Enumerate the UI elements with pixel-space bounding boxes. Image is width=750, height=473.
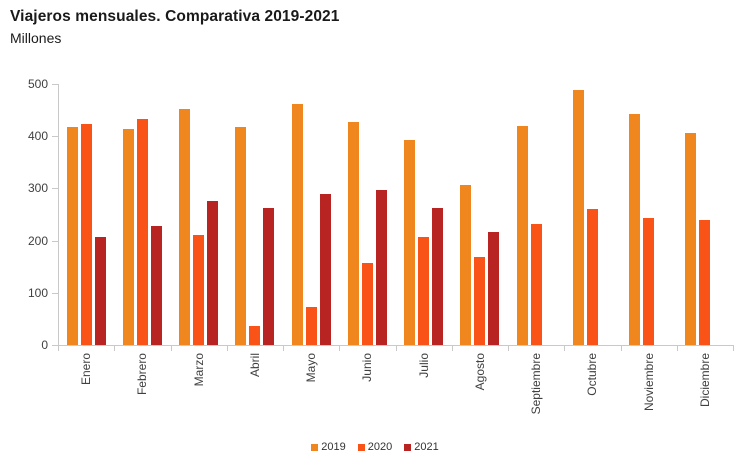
y-tick-mark xyxy=(52,188,58,190)
y-tick-mark xyxy=(52,345,58,346)
bar-2021-mayo xyxy=(319,194,331,345)
y-tick-label: 500 xyxy=(27,77,48,91)
bar-2019-septiembre xyxy=(516,126,528,345)
bar-2020-abril xyxy=(249,326,261,345)
x-axis-label-febrero: Febrero xyxy=(135,353,149,400)
x-tick-mark xyxy=(620,346,622,351)
bar-2019-mayo xyxy=(291,104,303,345)
y-tick-label: 200 xyxy=(27,233,48,248)
legend-item-2020: 2020 xyxy=(357,441,393,453)
bar-2019-junio xyxy=(347,122,359,345)
x-axis-label-enero: Enero xyxy=(79,353,93,390)
y-tick-label: 0 xyxy=(41,338,48,352)
x-axis-label-marzo: Marzo xyxy=(192,353,206,391)
x-axis-label-octubre: Octubre xyxy=(585,353,599,401)
x-axis-label-text: Septiembre xyxy=(529,353,544,415)
x-axis-label-septiembre: Septiembre xyxy=(529,353,543,419)
bar-2020-octubre xyxy=(586,209,598,345)
x-axis-label-text: Noviembre xyxy=(641,353,656,412)
legend-swatch-icon xyxy=(311,444,319,451)
bar-2020-diciembre xyxy=(699,220,711,345)
legend-item-2019: 2019 xyxy=(311,441,346,453)
bar-2019-agosto xyxy=(460,185,472,345)
x-tick-mark xyxy=(114,346,116,351)
bar-2019-abril xyxy=(235,127,247,345)
y-tick-mark xyxy=(52,84,58,85)
bar-2019-diciembre xyxy=(685,133,697,345)
bar-2021-febrero xyxy=(150,226,162,345)
bar-2019-marzo xyxy=(179,109,191,345)
bar-2020-enero xyxy=(80,124,92,345)
x-tick-mark xyxy=(226,346,228,351)
x-axis-label-text: Julio xyxy=(416,353,431,378)
chart-legend: 2019 2020 2021 xyxy=(0,442,750,453)
bar-2021-abril xyxy=(263,208,275,345)
bar-2021-marzo xyxy=(207,201,219,345)
x-axis-label-text: Diciembre xyxy=(697,353,712,408)
x-axis-label-text: Enero xyxy=(79,353,94,386)
legend-item-2021: 2021 xyxy=(404,441,439,453)
bar-2021-julio xyxy=(432,208,444,345)
bar-2019-enero xyxy=(66,127,78,345)
x-axis-label-text: Abril xyxy=(247,353,262,378)
x-tick-mark xyxy=(451,346,453,351)
bar-2020-febrero xyxy=(136,119,148,345)
y-tick-mark xyxy=(52,240,58,242)
y-tick-mark xyxy=(52,292,58,294)
bar-2020-septiembre xyxy=(530,224,542,345)
chart-title: Viajeros mensuales. Comparativa 2019-202… xyxy=(10,8,340,25)
bar-2020-julio xyxy=(418,237,430,345)
legend-label: 2021 xyxy=(414,441,439,453)
legend-swatch-icon xyxy=(357,444,365,451)
bar-2019-noviembre xyxy=(629,114,641,345)
x-axis-label-mayo: Mayo xyxy=(304,353,318,387)
y-axis-line xyxy=(58,84,59,345)
bar-2021-agosto xyxy=(488,232,500,345)
x-axis-label-text: Junio xyxy=(360,353,375,382)
legend-swatch-icon xyxy=(404,444,412,451)
legend-label: 2019 xyxy=(321,441,346,453)
y-tick-label: 400 xyxy=(27,129,48,144)
chart-subtitle: Millones xyxy=(10,30,62,46)
x-axis-label-text: Octubre xyxy=(585,353,600,396)
bar-2020-marzo xyxy=(193,235,205,345)
bar-2020-mayo xyxy=(305,307,317,345)
bar-2020-junio xyxy=(361,263,373,345)
bar-2021-junio xyxy=(375,190,387,345)
legend-label: 2020 xyxy=(367,441,393,453)
x-axis-label-junio: Junio xyxy=(360,353,374,387)
y-tick-mark xyxy=(52,136,58,138)
x-axis-line xyxy=(58,345,734,346)
x-axis-label-abril: Abril xyxy=(248,353,262,382)
bar-2020-noviembre xyxy=(643,218,655,345)
x-axis-label-text: Agosto xyxy=(472,353,487,391)
x-axis-label-text: Febrero xyxy=(135,353,150,396)
x-axis-label-text: Marzo xyxy=(191,353,206,387)
x-axis-label-diciembre: Diciembre xyxy=(698,353,712,412)
x-tick-mark xyxy=(733,346,734,351)
x-axis-label-agosto: Agosto xyxy=(473,353,487,395)
x-axis-label-noviembre: Noviembre xyxy=(642,353,656,416)
x-tick-mark xyxy=(395,346,397,351)
bar-2021-enero xyxy=(94,237,106,345)
y-tick-label: 100 xyxy=(27,285,48,300)
x-tick-mark xyxy=(339,346,341,351)
x-tick-mark xyxy=(58,346,59,351)
bar-2019-octubre xyxy=(572,90,584,345)
x-tick-mark xyxy=(564,346,566,351)
x-axis-label-text: Mayo xyxy=(304,353,319,383)
x-tick-mark xyxy=(676,346,678,351)
x-tick-mark xyxy=(508,346,509,351)
x-tick-mark xyxy=(170,346,172,351)
x-tick-mark xyxy=(283,346,284,351)
x-axis-label-julio: Julio xyxy=(417,353,431,383)
bar-2019-febrero xyxy=(122,129,134,345)
bar-2020-agosto xyxy=(474,257,486,345)
bar-2019-julio xyxy=(404,140,416,345)
y-tick-label: 300 xyxy=(27,181,48,196)
